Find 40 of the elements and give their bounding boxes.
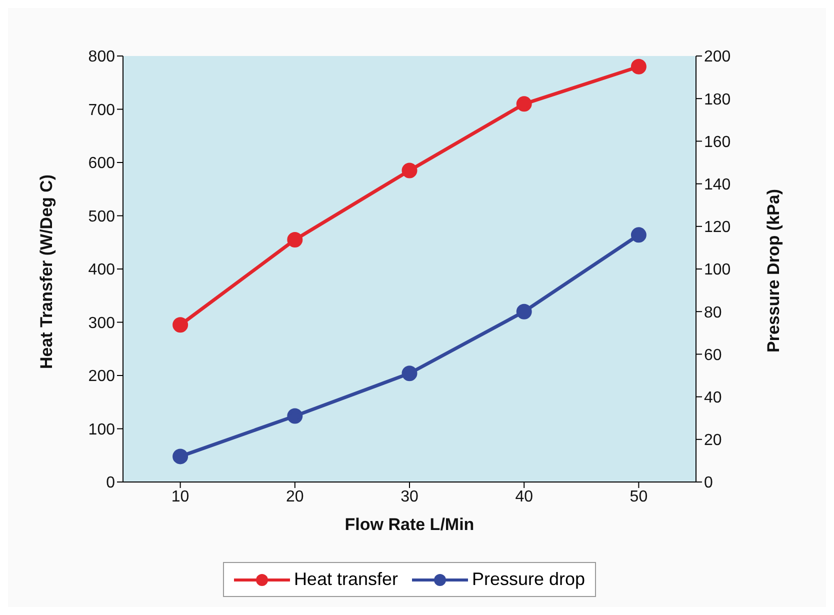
y-tick-label: 500 (88, 208, 116, 226)
y-tick-label: 100 (88, 421, 116, 438)
y2-tick-label: 0 (704, 474, 713, 492)
point (172, 448, 188, 464)
legend-label: Heat transfer (294, 569, 398, 590)
y2-tick-label: 140 (704, 176, 731, 194)
x-tick-label: 20 (286, 488, 304, 506)
x-axis-title: Flow Rate L/Min (344, 515, 474, 534)
point (630, 227, 646, 243)
x-tick-label: 40 (515, 488, 534, 506)
y-tick-label: 600 (88, 155, 116, 172)
y2-tick-label: 120 (704, 219, 731, 236)
legend-label: Pressure drop (472, 569, 586, 590)
point (516, 96, 532, 112)
y2-axis-title: Pressure Drop (kPa) (764, 189, 784, 352)
point (287, 408, 303, 424)
point (630, 58, 646, 74)
y-tick-label: 300 (88, 314, 116, 332)
y-tick-label: 800 (88, 48, 116, 66)
point (402, 366, 418, 382)
point (402, 162, 418, 178)
x-tick-label: 10 (171, 488, 190, 506)
x-tick-label: 30 (400, 488, 418, 506)
y2-tick-label: 200 (704, 48, 731, 66)
y2-tick-label: 180 (704, 91, 731, 108)
y-axis-title: Heat Transfer (W/Deg C) (37, 174, 56, 369)
y2-tick-label: 80 (704, 304, 722, 322)
point (516, 304, 532, 320)
x-tick-label: 50 (630, 488, 648, 506)
y-tick-label: 200 (88, 368, 116, 386)
y2-tick-label: 60 (704, 346, 722, 364)
point (172, 317, 188, 333)
point (287, 232, 303, 248)
y2-tick-label: 40 (704, 389, 722, 406)
y2-tick-label: 100 (704, 262, 731, 279)
y2-tick-label: 20 (704, 432, 722, 450)
y-tick-label: 400 (88, 262, 116, 279)
y-tick-label: 0 (106, 474, 116, 492)
y-tick-label: 700 (88, 102, 116, 119)
y2-tick-label: 160 (704, 134, 731, 151)
